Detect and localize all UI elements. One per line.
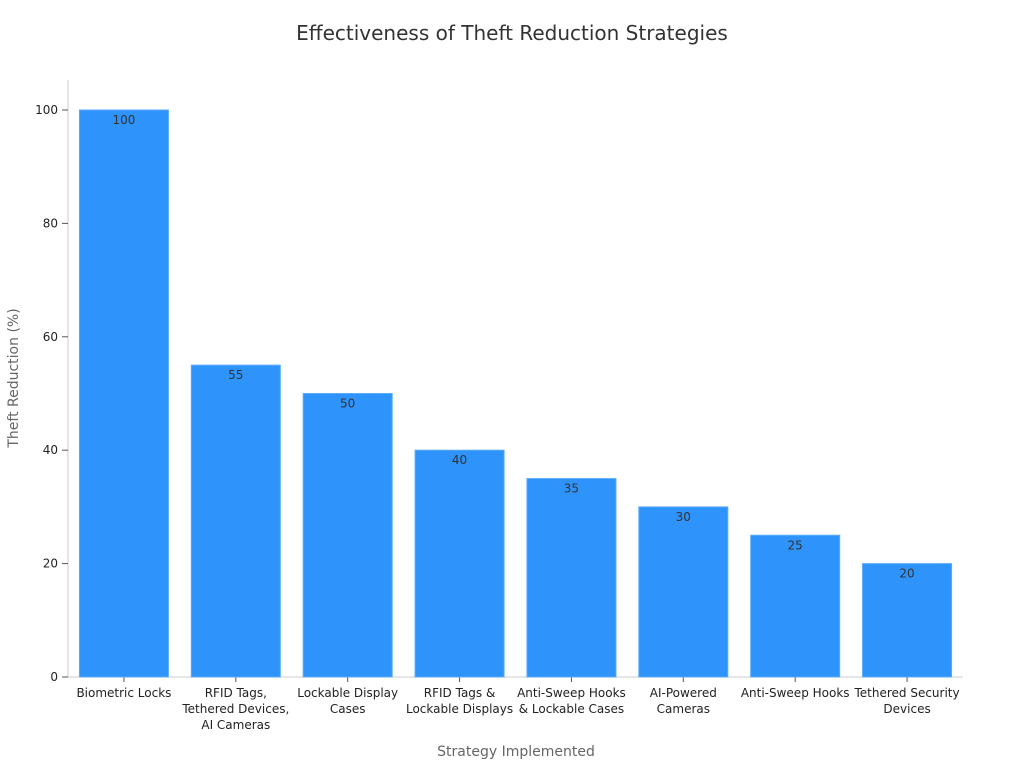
data-label: 40	[452, 453, 467, 467]
bar	[78, 109, 169, 678]
x-axis-label: Strategy Implemented	[437, 744, 595, 760]
x-tick-label-line: AI Cameras	[201, 718, 270, 732]
bar	[638, 506, 729, 678]
x-tick-label-line: Lockable Displays	[406, 702, 513, 716]
x-tick-label-line: Tethered Security	[853, 686, 959, 700]
axes: 0 20 40 60 80 100 Biometric Locks RFID Tags, Tet…	[35, 80, 963, 732]
bar	[190, 364, 281, 678]
y-tick-label: 100	[35, 103, 58, 117]
bar	[862, 563, 953, 678]
x-tick-label: Tethered Security Devices	[853, 686, 959, 716]
data-label: 50	[340, 397, 355, 411]
x-tick-label-line: Biometric Locks	[76, 686, 171, 700]
x-tick-label: AI-Powered Cameras	[650, 686, 717, 716]
x-tick-label-line: & Lockable Cases	[519, 702, 624, 716]
y-axis-label: Theft Reduction (%)	[6, 308, 22, 448]
bar	[302, 393, 393, 678]
y-tick-label: 60	[43, 330, 58, 344]
x-tick-label-line: Lockable Display	[297, 686, 398, 700]
x-tick-label: Biometric Locks	[76, 686, 171, 700]
y-tick-label: 80	[43, 216, 58, 230]
x-tick-label: RFID Tags & Lockable Displays	[406, 686, 513, 716]
x-tick-label: Anti-Sweep Hooks & Lockable Cases	[517, 686, 626, 716]
bar	[750, 534, 841, 678]
data-label: 35	[564, 482, 579, 496]
x-tick-label: RFID Tags, Tethered Devices, AI Cameras	[181, 686, 289, 732]
y-tick-label: 0	[50, 670, 58, 684]
data-label: 55	[228, 368, 243, 382]
data-label: 30	[676, 510, 691, 524]
chart-title: Effectiveness of Theft Reduction Strateg…	[296, 21, 728, 45]
x-tick-label-line: Cameras	[657, 702, 710, 716]
bars: 100 55 50 40 35 30 25 20	[78, 109, 953, 678]
bar	[414, 449, 505, 678]
x-tick-label-line: RFID Tags &	[424, 686, 496, 700]
data-label: 100	[112, 113, 135, 127]
x-tick-label-line: Anti-Sweep Hooks	[741, 686, 850, 700]
x-tick-label-line: AI-Powered	[650, 686, 717, 700]
x-tick-label-line: Devices	[883, 702, 930, 716]
bar	[526, 478, 617, 678]
data-label: 20	[899, 567, 914, 581]
y-tick-label: 40	[43, 443, 58, 457]
x-tick-label-line: Tethered Devices,	[181, 702, 289, 716]
data-label: 25	[788, 538, 803, 552]
x-tick-label-line: Cases	[330, 702, 366, 716]
x-tick-label-line: RFID Tags,	[205, 686, 267, 700]
x-tick-label-line: Anti-Sweep Hooks	[517, 686, 626, 700]
x-tick-label: Lockable Display Cases	[297, 686, 398, 716]
x-tick-label: Anti-Sweep Hooks	[741, 686, 850, 700]
y-tick-label: 20	[43, 557, 58, 571]
